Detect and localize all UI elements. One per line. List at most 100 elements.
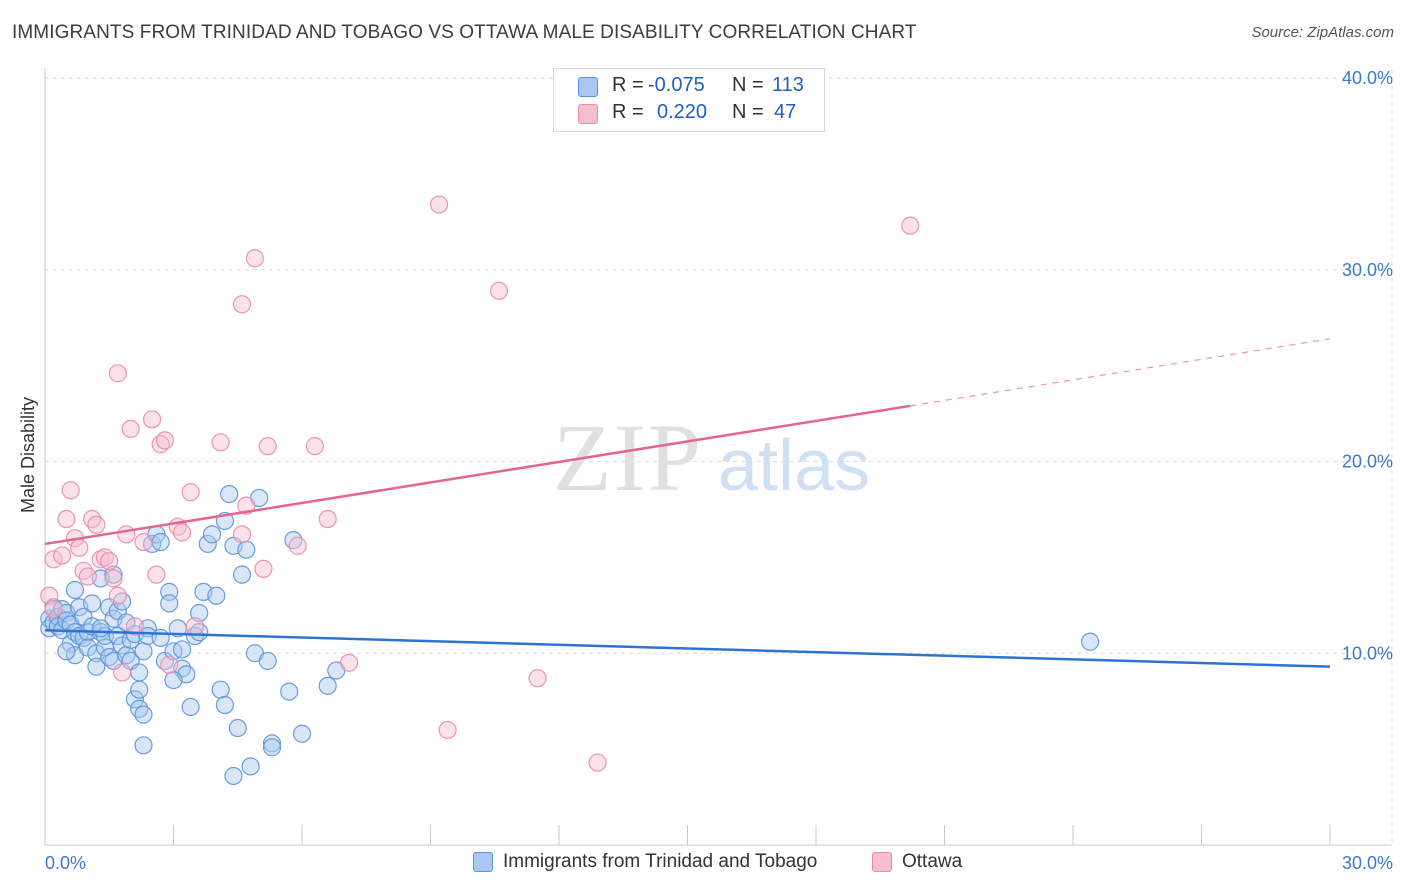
blue-point — [280, 682, 299, 701]
blue-point — [224, 766, 243, 786]
pink-point — [70, 538, 89, 557]
n-label: N = — [732, 101, 764, 123]
legend-item-ottawa[interactable]: Ottawa — [872, 851, 962, 873]
pink-point — [288, 536, 307, 555]
pink-point — [185, 617, 205, 636]
bottom-legend: Immigrants from Trinidad and Tobago Otta… — [0, 851, 1406, 877]
y-tick-label: 30.0% — [1342, 260, 1393, 280]
pink-point — [901, 216, 920, 235]
x-tick-label: 0.0% — [45, 853, 86, 873]
blue-point — [318, 676, 337, 695]
r-label: R = — [612, 74, 644, 96]
pink-point — [125, 617, 145, 636]
blue-point — [83, 594, 102, 613]
pink-point — [134, 532, 153, 552]
pink-point — [305, 437, 324, 456]
pink-trend-extension — [910, 338, 1331, 407]
pink-point — [340, 653, 359, 672]
n-value: 113 — [772, 74, 804, 96]
blue-point — [130, 680, 149, 699]
pink-point — [100, 552, 119, 571]
legend-item-immigrants[interactable]: Immigrants from Trinidad and Tobago — [473, 851, 817, 873]
pink-point — [57, 509, 76, 529]
r-value: -0.075 — [648, 74, 705, 96]
blue-point — [57, 642, 76, 661]
pink-point — [172, 523, 192, 542]
grid-layer — [45, 70, 1393, 845]
pink-point — [108, 586, 127, 605]
stats-row-blue: R = -0.075 N = 113 — [554, 74, 824, 100]
pink-point — [53, 546, 72, 565]
blue-point — [198, 534, 217, 554]
blue-point — [262, 738, 282, 757]
axis-layer: 10.0% 20.0% 30.0% 40.0% 0.0% 30.0% — [44, 68, 1393, 873]
blue-point — [202, 525, 222, 544]
y-tick-label: 20.0% — [1342, 452, 1393, 472]
watermark-zip: ZIP — [553, 404, 703, 511]
pink-point — [528, 669, 547, 688]
pink-point — [78, 567, 97, 586]
pink-point — [429, 195, 449, 214]
blue-point — [130, 663, 149, 682]
blue-point — [125, 690, 145, 709]
points-layer — [40, 195, 1100, 786]
blue-point — [160, 594, 179, 613]
blue-point — [258, 651, 277, 671]
blue-point — [220, 484, 239, 504]
pink-point — [438, 720, 457, 740]
blue-point — [172, 640, 192, 659]
blue-point — [134, 736, 153, 755]
pink-point — [44, 600, 63, 619]
pink-point — [588, 753, 607, 772]
n-label: N = — [732, 74, 764, 96]
watermark: ZIP atlas — [553, 404, 870, 511]
stats-row-pink: R = 0.220 N = 47 — [554, 101, 824, 127]
pink-swatch — [872, 852, 892, 872]
source-label: Source: ZipAtlas.com — [1251, 24, 1394, 41]
blue-point — [207, 586, 226, 605]
pink-point — [489, 281, 509, 300]
trend-layer — [44, 338, 1331, 668]
blue-point — [232, 565, 252, 584]
blue-trend-line — [44, 628, 1331, 668]
pink-point — [121, 419, 140, 439]
pink-point — [108, 364, 127, 383]
pink-point — [160, 655, 179, 674]
pink-swatch — [578, 104, 598, 124]
pink-point — [104, 569, 123, 588]
chart-title: IMMIGRANTS FROM TRINIDAD AND TOBAGO VS O… — [12, 22, 917, 43]
y-tick-label: 10.0% — [1342, 643, 1393, 663]
pink-point — [61, 481, 80, 500]
blue-swatch — [578, 77, 598, 97]
blue-point — [190, 603, 209, 623]
pink-point — [258, 437, 277, 456]
pink-point — [237, 496, 256, 515]
x-tick-label: 30.0% — [1342, 853, 1393, 873]
pink-point — [117, 525, 136, 544]
blue-point — [211, 680, 230, 699]
blue-point — [262, 734, 282, 753]
pink-point — [142, 410, 162, 429]
blue-point — [134, 705, 153, 724]
legend-label: Immigrants from Trinidad and Tobago — [503, 851, 818, 872]
pink-point — [147, 565, 166, 584]
pink-point — [44, 550, 63, 569]
watermark-atlas: atlas — [718, 426, 870, 506]
pink-point — [245, 249, 264, 268]
pink-point — [254, 559, 273, 578]
blue-point — [181, 697, 200, 717]
pink-point — [87, 515, 106, 534]
pink-point — [181, 483, 200, 502]
pink-point — [40, 586, 59, 605]
pink-trend-line — [44, 404, 911, 546]
blue-point — [104, 565, 123, 584]
r-value: 0.220 — [657, 101, 708, 123]
blue-point — [151, 628, 170, 648]
legend-label: Ottawa — [902, 851, 963, 872]
blue-point — [292, 724, 312, 743]
stats-legend: R = -0.075 N = 113 R = 0.220 N = 47 — [553, 68, 825, 132]
blue-point — [87, 657, 106, 676]
pink-point — [211, 433, 230, 452]
blue-point — [228, 718, 247, 738]
